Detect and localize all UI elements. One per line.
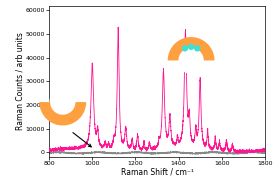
Y-axis label: Raman Counts / arb units: Raman Counts / arb units [15, 32, 24, 130]
X-axis label: Raman Shift / cm⁻¹: Raman Shift / cm⁻¹ [121, 167, 193, 176]
Circle shape [189, 44, 194, 49]
Polygon shape [50, 89, 75, 115]
Polygon shape [168, 37, 215, 60]
Circle shape [182, 46, 188, 51]
Polygon shape [39, 102, 86, 125]
Circle shape [195, 46, 200, 51]
Polygon shape [179, 48, 204, 73]
